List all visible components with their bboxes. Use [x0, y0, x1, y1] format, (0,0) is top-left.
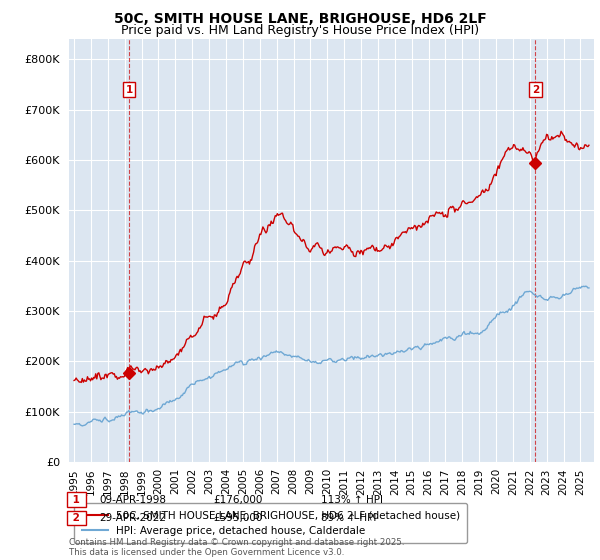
Text: £595,000: £595,000 [213, 513, 262, 523]
Text: 1: 1 [125, 85, 133, 95]
Text: Price paid vs. HM Land Registry's House Price Index (HPI): Price paid vs. HM Land Registry's House … [121, 24, 479, 37]
Text: Contains HM Land Registry data © Crown copyright and database right 2025.
This d: Contains HM Land Registry data © Crown c… [69, 538, 404, 557]
Text: 89% ↑ HPI: 89% ↑ HPI [321, 513, 376, 523]
Text: £176,000: £176,000 [213, 494, 262, 505]
Text: 2: 2 [532, 85, 539, 95]
Text: 2: 2 [69, 513, 83, 523]
Text: 29-APR-2022: 29-APR-2022 [99, 513, 166, 523]
Legend: 50C, SMITH HOUSE LANE, BRIGHOUSE, HD6 2LF (detached house), HPI: Average price, : 50C, SMITH HOUSE LANE, BRIGHOUSE, HD6 2L… [74, 503, 467, 543]
Text: 50C, SMITH HOUSE LANE, BRIGHOUSE, HD6 2LF: 50C, SMITH HOUSE LANE, BRIGHOUSE, HD6 2L… [113, 12, 487, 26]
Text: 09-APR-1998: 09-APR-1998 [99, 494, 166, 505]
Text: 113% ↑ HPI: 113% ↑ HPI [321, 494, 383, 505]
Text: 1: 1 [69, 494, 83, 505]
